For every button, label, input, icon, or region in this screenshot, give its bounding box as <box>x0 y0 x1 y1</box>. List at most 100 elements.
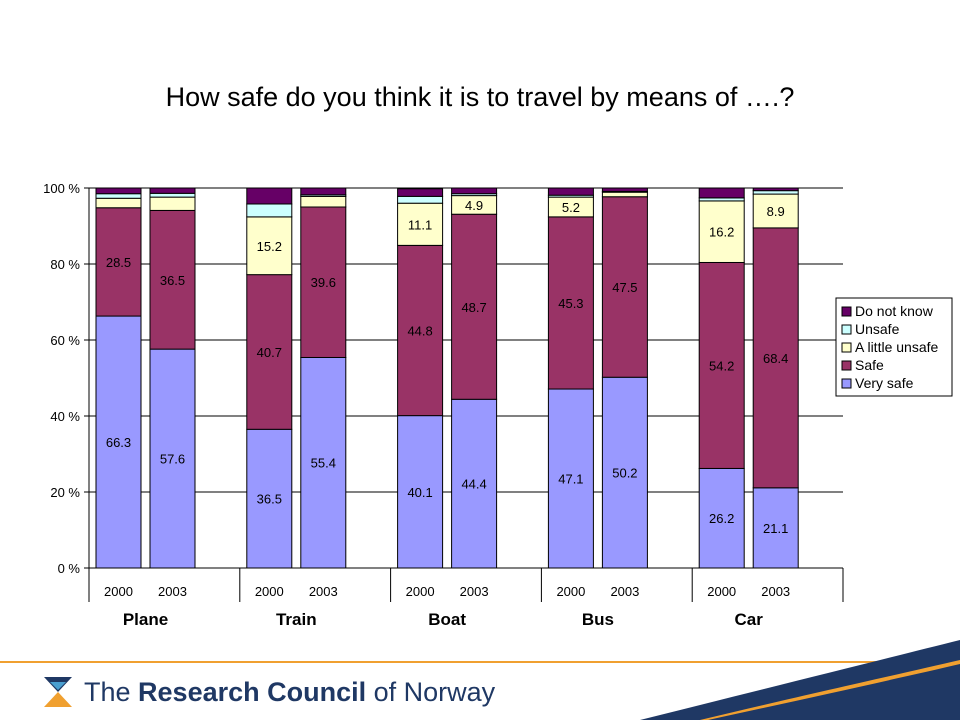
data-label: 54.2 <box>709 358 734 373</box>
bar-segment <box>397 415 444 569</box>
bar-segment <box>95 197 142 209</box>
x-year-label: 2003 <box>460 584 489 599</box>
data-label: 11.1 <box>408 217 432 232</box>
data-label: 36.5 <box>160 273 185 288</box>
bar-segment <box>95 207 142 317</box>
logo-word-research-council: Research Council <box>138 676 367 707</box>
data-label: 57.6 <box>160 452 185 467</box>
bar-segment <box>547 388 594 569</box>
research-council-logo[interactable]: The Research Council of Norway <box>40 672 495 712</box>
bar-segment <box>149 192 196 198</box>
legend-label: Safe <box>855 357 884 373</box>
bar-segment <box>397 244 444 417</box>
data-label: 28.5 <box>106 255 131 270</box>
x-year-label: 2003 <box>610 584 639 599</box>
y-tick-label: 60 % <box>50 333 80 348</box>
data-label: 5.2 <box>562 200 580 215</box>
legend-swatch <box>841 360 852 371</box>
bar-segment <box>698 261 745 469</box>
bar-segment <box>95 193 142 199</box>
logo-word-of-norway: of Norway <box>373 676 496 707</box>
data-label: 44.4 <box>461 477 486 492</box>
legend-swatch <box>841 342 852 353</box>
data-label: 15.2 <box>257 239 282 254</box>
data-label: 47.5 <box>612 280 637 295</box>
data-label: 44.8 <box>407 324 432 339</box>
bar-segment <box>547 187 594 196</box>
bar-segment <box>752 193 799 229</box>
y-tick-label: 20 % <box>50 485 80 500</box>
bar-segment <box>752 487 799 569</box>
bar-segment <box>149 187 196 194</box>
bar-segment <box>601 376 648 569</box>
x-group-label: Bus <box>582 610 614 629</box>
data-label: 50.2 <box>612 466 637 481</box>
data-label: 4.9 <box>465 198 483 213</box>
bar-segment <box>246 428 293 569</box>
bar-segment <box>246 274 293 430</box>
legend-label: A little unsafe <box>855 339 938 355</box>
bar-segment <box>752 190 799 195</box>
bar-segment <box>95 187 142 195</box>
bar-segment <box>451 213 498 400</box>
logo-word-the: The <box>84 676 131 707</box>
y-tick-label: 80 % <box>50 257 80 272</box>
legend-label: Very safe <box>855 375 914 391</box>
bar-segment <box>149 209 196 350</box>
data-label: 21.1 <box>763 521 788 536</box>
data-label: 48.7 <box>461 300 486 315</box>
bar-segment <box>451 398 498 569</box>
x-group-label: Train <box>276 610 317 629</box>
data-label: 26.2 <box>709 511 734 526</box>
x-year-label: 2003 <box>761 584 790 599</box>
bar-segment <box>300 356 347 569</box>
legend-swatch <box>841 378 852 389</box>
bar-segment <box>698 467 745 569</box>
hourglass-logo-icon <box>44 677 72 707</box>
stacked-bar-chart: 0 % 20 % 40 % 60 % 80 % 100 % 66.3 28.5 2000 57.6… <box>43 181 953 629</box>
bar-segment <box>752 227 799 489</box>
bar-segment <box>149 348 196 569</box>
bar-segment <box>149 196 196 211</box>
bar-segment <box>397 188 444 197</box>
x-group-label: Boat <box>428 610 466 629</box>
data-label: 68.4 <box>763 351 788 366</box>
data-label: 47.1 <box>558 472 583 487</box>
bar-segment <box>601 187 648 192</box>
data-label: 55.4 <box>311 456 336 471</box>
legend-swatch <box>841 306 852 317</box>
x-group-label: Plane <box>123 610 168 629</box>
x-year-label: 2000 <box>255 584 284 599</box>
x-year-label: 2000 <box>104 584 133 599</box>
x-year-label: 2000 <box>556 584 585 599</box>
bar-segment <box>300 195 347 208</box>
footer-divider <box>0 661 960 663</box>
legend-label: Do not know <box>855 303 934 319</box>
bar-segment <box>601 196 648 378</box>
data-label: 45.3 <box>558 296 583 311</box>
bar-segment <box>300 206 347 358</box>
logo-text: The Research Council of Norway <box>84 677 495 708</box>
bar-segment <box>95 315 142 569</box>
data-label: 16.2 <box>709 225 734 240</box>
data-label: 66.3 <box>106 435 131 450</box>
bar-segment <box>601 191 648 198</box>
bar-segment <box>300 187 347 196</box>
y-tick-label: 100 % <box>43 181 80 196</box>
bar-segment <box>752 187 799 192</box>
chart-title: How safe do you think it is to travel by… <box>165 82 795 112</box>
bar-segment <box>246 216 293 276</box>
bar-segment <box>451 187 498 195</box>
x-group-label: Car <box>735 610 764 629</box>
bar-segment <box>246 187 293 205</box>
data-label: 36.5 <box>257 492 282 507</box>
y-tick-label: 0 % <box>58 561 81 576</box>
x-year-label: 2000 <box>707 584 736 599</box>
footer-swoosh-accent <box>700 660 960 720</box>
bar-segment <box>547 216 594 390</box>
bar-segment <box>397 202 444 246</box>
x-year-label: 2003 <box>158 584 187 599</box>
data-label: 40.1 <box>407 485 432 500</box>
bar-segment <box>698 200 745 263</box>
x-year-label: 2000 <box>406 584 435 599</box>
